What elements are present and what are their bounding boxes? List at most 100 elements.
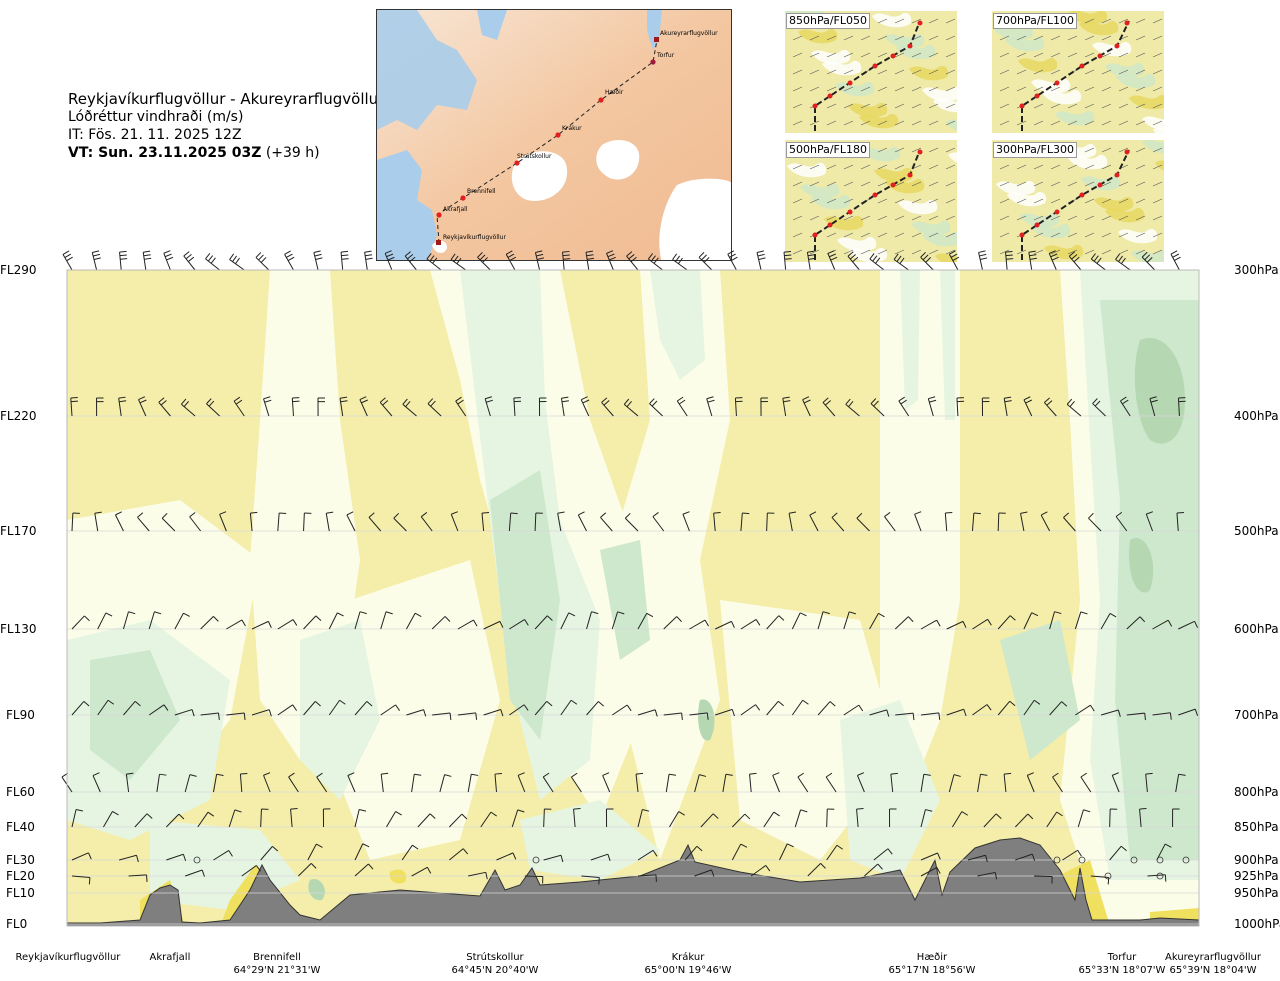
wind-barb (417, 813, 436, 828)
flight-level-label: FL170 (0, 524, 37, 538)
thumbnail-300hpa[interactable]: 300hPa/FL300 (992, 140, 1164, 262)
wind-barb (590, 853, 611, 861)
wind-barb (137, 512, 150, 532)
pressure-label: 700hPa (1234, 708, 1279, 722)
wind-barb (206, 398, 220, 417)
wind-barb (354, 701, 373, 716)
wind-barb (714, 620, 735, 630)
wind-barb (997, 512, 1006, 532)
wind-barb (480, 811, 497, 828)
thumbnail-700hpa[interactable]: 700hPa/FL100 (992, 11, 1164, 133)
wind-barb (1015, 853, 1036, 861)
wind-barb (914, 511, 922, 532)
wind-barb (788, 511, 797, 532)
wind-barb (1149, 396, 1158, 417)
wind-barb (1141, 251, 1156, 271)
wind-barb (364, 250, 373, 271)
wind-barb (1139, 807, 1147, 828)
wind-barb (277, 704, 298, 716)
location-name: Akrafjall (149, 952, 191, 963)
wind-barb (411, 773, 422, 793)
wind-barb (213, 850, 233, 861)
wind-barb (448, 813, 468, 828)
wind-barb (977, 871, 998, 880)
wind-barb (1145, 511, 1154, 532)
wind-barb (328, 699, 346, 716)
wind-barb (317, 397, 326, 417)
wind-barb (560, 396, 569, 417)
wind-barb (1115, 511, 1128, 532)
pressure-label: 925hPa (1234, 869, 1279, 883)
wind-barb (890, 772, 898, 793)
wind-barb (94, 511, 102, 532)
wind-barb (983, 813, 1002, 828)
wind-barb (1152, 619, 1173, 630)
wind-barb (138, 396, 147, 417)
wind-barb (439, 774, 452, 793)
wind-barb (307, 843, 323, 861)
wind-barb (1178, 708, 1199, 716)
wind-barb (601, 397, 614, 417)
wind-barb (1044, 397, 1057, 417)
wind-barb (347, 772, 356, 793)
wind-barb (952, 811, 969, 828)
wind-barb (772, 772, 780, 793)
wind-barb (401, 844, 419, 861)
flight-level-label: FL220 (0, 409, 37, 423)
wind-barb (635, 772, 644, 793)
wind-barb (920, 712, 941, 720)
wind-barb (1147, 874, 1167, 882)
thumbnail-map (994, 11, 1164, 133)
wind-barb (740, 618, 761, 630)
wind-barb (163, 250, 174, 271)
wind-barb (260, 808, 269, 828)
wind-barb (148, 611, 162, 630)
wind-barb (637, 709, 658, 717)
wind-barb (807, 863, 826, 877)
chart-title: Reykjavíkurflugvöllur - Akureyrarflugvöl… (68, 90, 385, 108)
wind-barb (384, 250, 395, 271)
wind-barb (70, 397, 79, 417)
wind-barb (354, 809, 367, 828)
wind-barb (122, 611, 136, 630)
wind-barb (971, 512, 981, 532)
wind-barb (251, 620, 272, 630)
wind-barb (1090, 253, 1106, 271)
wind-barb (1176, 512, 1184, 532)
wind-barb (431, 616, 451, 630)
wind-barb (689, 619, 709, 630)
wind-barb (161, 512, 176, 532)
wind-barb (843, 611, 857, 630)
wind-barb (450, 253, 467, 271)
wind-barb (779, 843, 794, 861)
wind-barb (1068, 251, 1082, 271)
thumbnail-850hpa[interactable]: 850hPa/FL050 (785, 11, 957, 133)
location-coord: 65°00'N 19°46'W (644, 965, 732, 976)
wind-barb (359, 396, 368, 417)
wind-barb (534, 700, 553, 716)
map-label-haedir: Hæðir (605, 89, 624, 96)
wind-barb (91, 250, 101, 271)
wind-barb (134, 813, 153, 828)
thumbnail-500hpa[interactable]: 500hPa/FL180 (785, 140, 957, 262)
flight-level-label: FL130 (0, 622, 37, 636)
wind-barb (483, 620, 504, 630)
pressure-label: 400hPa (1234, 409, 1279, 423)
wind-barb (676, 396, 688, 417)
wind-barb (1066, 398, 1082, 417)
wind-barb (869, 709, 890, 717)
wind-barb (560, 612, 576, 630)
wind-barb (534, 250, 545, 271)
location-label: Hæðir 65°17'N 18°56'W (889, 951, 976, 977)
wind-barb (406, 612, 422, 630)
wind-barb (468, 871, 488, 880)
wind-barb (1100, 709, 1121, 717)
wind-barb (826, 808, 835, 828)
wind-barb (649, 398, 663, 417)
wind-barb (1028, 250, 1037, 271)
flight-level-label: FL290 (0, 263, 37, 277)
wind-barb (1046, 811, 1063, 828)
location-coord: 64°29'N 21°31'W (233, 965, 321, 976)
wind-barb (740, 512, 750, 532)
wind-barb (1049, 611, 1062, 630)
